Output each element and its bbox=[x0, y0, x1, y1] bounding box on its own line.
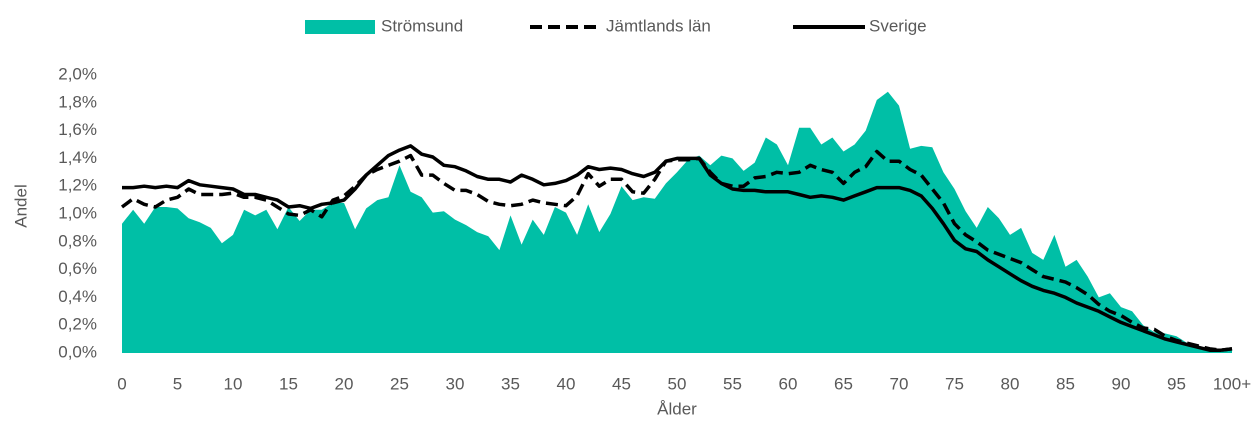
y-tick-label: 0,8% bbox=[58, 231, 97, 250]
x-tick-label: 55 bbox=[723, 374, 742, 393]
x-tick-label: 30 bbox=[446, 374, 465, 393]
x-tick-label: 5 bbox=[173, 374, 182, 393]
line bbox=[122, 144, 1233, 352]
y-tick-label: 1,6% bbox=[58, 120, 97, 139]
legend-label: Sverige bbox=[869, 16, 927, 35]
y-tick-label: 0,4% bbox=[58, 287, 97, 306]
x-tick-label: 75 bbox=[945, 374, 964, 393]
line bbox=[120, 149, 1233, 352]
x-tick-label: 80 bbox=[1001, 374, 1020, 393]
x-tick-label: 50 bbox=[668, 374, 687, 393]
x-tick-label: 90 bbox=[1112, 374, 1131, 393]
x-tick-label: 20 bbox=[335, 374, 354, 393]
y-tick-label: 1,4% bbox=[58, 148, 97, 167]
x-tick-label: 95 bbox=[1167, 374, 1186, 393]
area bbox=[122, 91, 1232, 353]
x-tick-label: 25 bbox=[390, 374, 409, 393]
x-tick-label: 15 bbox=[279, 374, 298, 393]
x-tick-label: 40 bbox=[557, 374, 576, 393]
y-tick-label: 1,2% bbox=[58, 176, 97, 195]
x-tick-label: 60 bbox=[779, 374, 798, 393]
y-tick-label: 0,0% bbox=[58, 342, 97, 361]
x-tick-label: 85 bbox=[1056, 374, 1075, 393]
y-tick-label: 0,6% bbox=[58, 259, 97, 278]
legend-label: Jämtlands län bbox=[606, 16, 711, 35]
x-tick-label: 70 bbox=[890, 374, 909, 393]
x-tick-label: 10 bbox=[224, 374, 243, 393]
x-tick-label: 0 bbox=[117, 374, 126, 393]
y-tick-label: 1,8% bbox=[58, 92, 97, 111]
legend-swatch bbox=[305, 20, 375, 34]
legend-label: Strömsund bbox=[381, 16, 463, 35]
x-tick-label: 65 bbox=[834, 374, 853, 393]
x-tick-label: 35 bbox=[501, 374, 520, 393]
y-axis-label: Andel bbox=[11, 184, 30, 227]
x-tick-label: 100+ bbox=[1213, 374, 1251, 393]
x-tick-label: 45 bbox=[612, 374, 631, 393]
x-axis-label: Ålder bbox=[657, 399, 697, 418]
y-tick-label: 2,0% bbox=[58, 64, 97, 83]
y-tick-label: 0,2% bbox=[58, 315, 97, 334]
y-tick-label: 1,0% bbox=[58, 203, 97, 222]
